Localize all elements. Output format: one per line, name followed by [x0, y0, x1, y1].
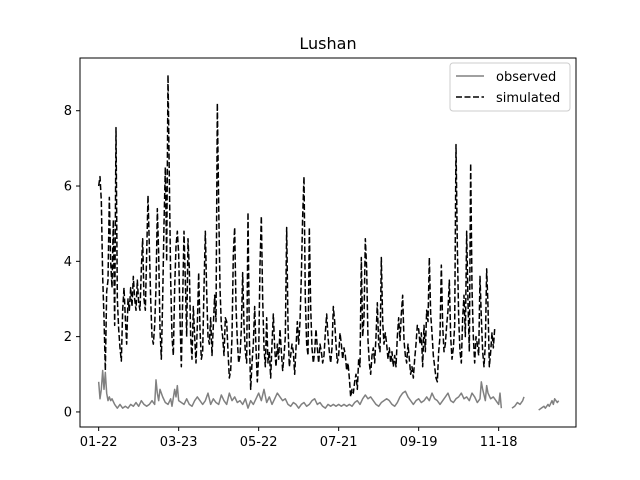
y-tick-label: 8 — [64, 104, 72, 119]
legend-label-simulated: simulated — [496, 91, 560, 106]
x-tick-label: 03-23 — [160, 435, 198, 450]
y-tick-label: 6 — [64, 180, 72, 195]
legend-label-observed: observed — [496, 70, 556, 85]
x-tick-label: 09-19 — [400, 435, 438, 450]
y-tick-label: 2 — [64, 330, 72, 345]
x-tick-label: 07-21 — [320, 435, 358, 450]
plot-frame — [79, 57, 577, 428]
x-axis: 01-22 03-23 05-22 07-21 09-19 11-18 — [80, 427, 518, 450]
series-line-simulated — [97, 74, 496, 398]
y-tick-label: 4 — [64, 255, 72, 270]
x-tick-label: 11-18 — [480, 435, 518, 450]
y-axis: 0 2 4 6 8 — [64, 104, 80, 420]
series-line-observed-segment-1 — [511, 396, 525, 409]
series-layer — [97, 74, 560, 411]
series-line-observed — [97, 369, 503, 409]
x-tick-label: 05-22 — [240, 435, 278, 450]
series-line-observed-segment-2 — [538, 398, 560, 411]
legend-box — [449, 62, 571, 112]
chart-title: Lushan — [299, 34, 356, 53]
legend: observed simulated — [449, 62, 571, 112]
y-tick-label: 0 — [64, 405, 72, 420]
x-tick-label: 01-22 — [80, 435, 118, 450]
